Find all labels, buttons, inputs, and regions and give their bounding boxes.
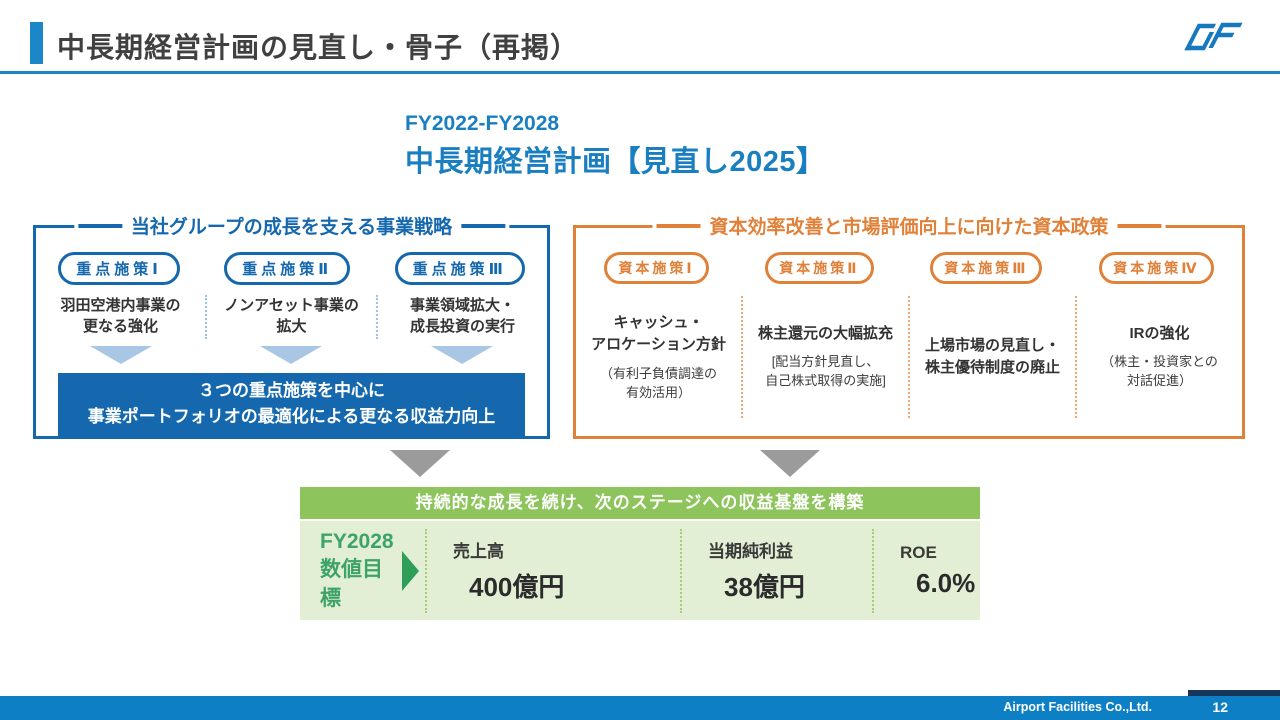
capital-item-1-note: （有利子負債調達の 有効活用） [599, 365, 717, 400]
metric-sales: 売上高 400億円 [425, 528, 680, 613]
badge-strategy-3: 重点施策Ⅲ [394, 252, 525, 285]
strategy-pill-row: 重点施策Ⅰ 重点施策Ⅱ 重点施策Ⅲ [36, 252, 547, 285]
badge-capital-3: 資本施策Ⅲ [930, 252, 1043, 284]
strategy-item-row: 羽田空港内事業の 更なる強化 ノンアセット事業の 拡大 事業領域拡大・ 成長投資… [36, 295, 547, 339]
strategy-banner-line2: 事業ポートフォリオの最適化による更なる収益力向上 [87, 406, 496, 426]
arrow-right-icon [402, 550, 419, 591]
arrow-down-icon [390, 450, 450, 477]
plan-title: 中長期経営計画【見直し2025】 [405, 146, 826, 178]
capital-item-4-note: （株主・投資家との 対話促進） [1101, 354, 1218, 389]
page-title: 中長期経営計画の見直し・骨子（再掲） [57, 32, 580, 63]
strategy-banner: ３つの重点施策を中心に 事業ポートフォリオの最適化による更なる収益力向上 [58, 373, 525, 436]
badge-capital-1: 資本施策Ⅰ [604, 252, 709, 284]
capital-item-1: キャッシュ・ アロケーション方針 （有利子負債調達の 有効活用） [576, 296, 741, 418]
capital-item-1-title: キャッシュ・ アロケーション方針 [591, 313, 726, 354]
strategy-item-2: ノンアセット事業の 拡大 [205, 295, 376, 339]
strategy-arrow-row [36, 346, 547, 364]
strategy-item-1: 羽田空港内事業の 更なる強化 [60, 297, 181, 335]
arrow-down-icon [430, 346, 493, 364]
legend-dash [656, 223, 701, 228]
capital-policy-box: 資本効率改善と市場評価向上に向けた資本政策 資本施策Ⅰ 資本施策Ⅱ 資本施策Ⅲ … [573, 212, 1245, 439]
capital-policy-legend: 資本効率改善と市場評価向上に向けた資本政策 [652, 212, 1166, 239]
capital-item-4: IRの強化 （株主・投資家との 対話促進） [1075, 296, 1242, 418]
goal-metrics: 売上高 400億円 当期純利益 38億円 ROE 6.0% [425, 528, 980, 613]
legend-dash [461, 223, 506, 228]
capital-policy-legend-text: 資本効率改善と市場評価向上に向けた資本政策 [709, 217, 1109, 238]
company-logo-icon [1184, 22, 1243, 51]
plan-heading: FY2022-FY2028 中長期経営計画【見直し2025】 [405, 112, 826, 180]
footer-navy-accent [1188, 690, 1280, 696]
badge-capital-2: 資本施策Ⅱ [765, 252, 874, 284]
title-accent-bar [30, 22, 43, 64]
metric-net-income-label: 当期純利益 [708, 542, 793, 561]
legend-dash [1117, 223, 1162, 228]
metric-sales-label: 売上高 [453, 542, 504, 561]
footer-page-number: 12 [1212, 699, 1228, 715]
capital-item-2-note: [配当方針見直し、 自己株式取得の実施] [765, 354, 886, 389]
goal-label-line1: FY2028 [320, 529, 394, 553]
capital-item-2-title: 株主還元の大幅拡充 [757, 324, 893, 342]
plan-period: FY2022-FY2028 [405, 112, 560, 135]
footer-bar [0, 696, 1280, 720]
business-strategy-legend: 当社グループの成長を支える事業戦略 [73, 212, 510, 239]
arrow-down-icon [760, 450, 820, 477]
capital-item-4-title: IRの強化 [1129, 324, 1190, 342]
goal-body: FY2028 数値目標 売上高 400億円 当期純利益 38億円 ROE 6.0… [300, 521, 980, 620]
business-strategy-box: 当社グループの成長を支える事業戦略 重点施策Ⅰ 重点施策Ⅱ 重点施策Ⅲ 羽田空港… [33, 212, 550, 439]
metric-roe-label: ROE [900, 542, 937, 562]
arrow-down-icon [90, 346, 153, 364]
business-strategy-legend-text: 当社グループの成長を支える事業戦略 [130, 217, 453, 238]
legend-dash [77, 223, 122, 228]
badge-capital-4: 資本施策Ⅳ [1099, 252, 1214, 284]
goal-box: 持続的な成長を続け、次のステージへの収益基盤を構築 FY2028 数値目標 売上… [300, 487, 980, 620]
capital-pill-row: 資本施策Ⅰ 資本施策Ⅱ 資本施策Ⅲ 資本施策Ⅳ [576, 252, 1242, 284]
metric-sales-value: 400億円 [469, 572, 565, 602]
metric-roe-value: 6.0% [916, 567, 976, 598]
goal-banner: 持続的な成長を続け、次のステージへの収益基盤を構築 [300, 487, 980, 519]
arrow-down-icon [260, 346, 323, 364]
metric-roe: ROE 6.0% [872, 528, 980, 613]
capital-item-2: 株主還元の大幅拡充 [配当方針見直し、 自己株式取得の実施] [741, 296, 908, 418]
capital-item-3-title: 上場市場の見直し・ 株主優待制度の廃止 [924, 336, 1060, 377]
badge-strategy-1: 重点施策Ⅰ [58, 252, 180, 285]
strategy-banner-line1: ３つの重点施策を中心に [198, 381, 385, 400]
header-divider [0, 71, 1280, 74]
capital-item-row: キャッシュ・ アロケーション方針 （有利子負債調達の 有効活用） 株主還元の大幅… [576, 296, 1242, 418]
strategy-item-3: 事業領域拡大・ 成長投資の実行 [376, 295, 547, 339]
footer-company-name: Airport Facilities Co.,Ltd. [1003, 700, 1152, 714]
goal-label-line2: 数値目標 [320, 558, 383, 610]
goal-label: FY2028 数値目標 [320, 528, 402, 613]
capital-item-3: 上場市場の見直し・ 株主優待制度の廃止 [908, 296, 1075, 418]
badge-strategy-2: 重点施策Ⅱ [224, 252, 351, 285]
metric-net-income-value: 38億円 [724, 572, 805, 602]
metric-net-income: 当期純利益 38億円 [680, 528, 872, 613]
